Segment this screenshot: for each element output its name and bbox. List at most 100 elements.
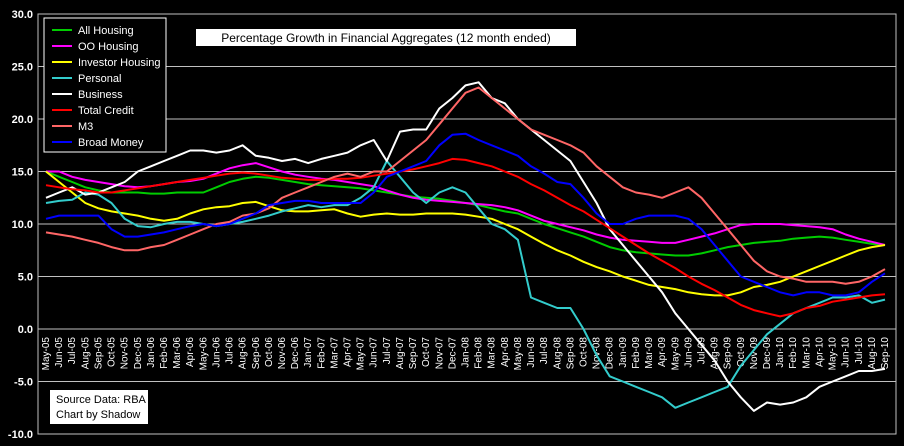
x-tick-label: Feb-06: [159, 337, 170, 369]
x-tick-label: Feb-10: [788, 337, 799, 369]
title-background: [196, 29, 576, 46]
series-line-personal: [45, 160, 886, 409]
legend-label-all-housing: All Housing: [78, 25, 134, 37]
x-tick-label: Sep-08: [565, 337, 576, 370]
legend-items: All Housing OO Housing Investor Housing Per…: [52, 25, 161, 149]
x-tick-label: Mar-08: [487, 337, 498, 369]
source-line-1: Source Data: RBA: [56, 394, 147, 406]
x-tick-label: May-09: [670, 337, 681, 371]
x-tick-label: May-10: [828, 337, 839, 371]
x-tick-label: Jun-07: [369, 337, 380, 368]
x-tick-label: Sep-09: [723, 337, 734, 370]
x-tick-label: Apr-10: [814, 337, 825, 367]
legend-label-total-credit: Total Credit: [78, 105, 134, 117]
x-tick-label: Nov-07: [434, 337, 445, 370]
x-tick-label: Jan-09: [618, 337, 629, 368]
x-tick-label: Aug-09: [710, 337, 721, 370]
x-tick-label: Oct-08: [578, 337, 589, 367]
x-tick-label: Jun-08: [526, 337, 537, 368]
series-line-broad-money: [45, 132, 886, 297]
x-tick-label: Apr-08: [500, 337, 511, 367]
x-tick-label: Nov-08: [592, 337, 603, 370]
x-tick-label: Dec-07: [447, 337, 458, 370]
x-tick-label: Nov-05: [120, 337, 131, 370]
gridlines: [38, 13, 896, 435]
x-tick-label: Oct-06: [264, 337, 275, 367]
x-tick-label: Oct-07: [421, 337, 432, 367]
series-lines: [45, 81, 886, 412]
y-tick-label: -5.0: [14, 377, 33, 389]
legend-label-investor-housing: Investor Housing: [78, 57, 161, 69]
x-tick-label: Nov-06: [277, 337, 288, 370]
x-tick-label: Aug-06: [238, 337, 249, 370]
x-tick-label: Jun-05: [54, 337, 65, 368]
x-tick-label: Jul-06: [225, 337, 236, 365]
legend-label-broad-money: Broad Money: [78, 137, 144, 149]
x-tick-label: May-06: [198, 337, 209, 371]
x-tick-label: Jun-10: [841, 337, 852, 368]
x-tick-label: Sep-10: [880, 337, 891, 370]
series-line-total-credit: [45, 157, 886, 318]
x-tick-label: Apr-09: [657, 337, 668, 367]
x-tick-label: Jan-07: [303, 337, 314, 368]
x-tick-label: Feb-07: [316, 337, 327, 369]
legend-label-personal: Personal: [78, 73, 121, 85]
source-line-2: Chart by Shadow: [56, 409, 140, 421]
x-tick-label: Jul-10: [854, 337, 865, 365]
x-tick-label: Oct-09: [736, 337, 747, 367]
x-tick-label: Jan-10: [775, 337, 786, 368]
x-tick-label: Jul-09: [696, 337, 707, 365]
x-tick-label: May-07: [356, 337, 367, 371]
y-tick-label: 25.0: [12, 62, 33, 74]
y-tick-label: 10.0: [12, 219, 33, 231]
legend: All Housing OO Housing Investor Housing Per…: [43, 17, 167, 153]
y-tick-label: 15.0: [12, 167, 33, 179]
x-tick-label: Sep-05: [93, 337, 104, 370]
x-tick-label: Feb-09: [631, 337, 642, 369]
y-tick-label: 0.0: [18, 324, 33, 336]
chart-title: Percentage Growth in Financial Aggregate…: [221, 31, 551, 45]
x-tick-label: Feb-08: [474, 337, 485, 369]
x-tick-label: Jan-08: [461, 337, 472, 368]
legend-box: [43, 17, 167, 153]
x-tick-label: Oct-05: [107, 337, 118, 367]
x-tick-label: Jul-05: [67, 337, 78, 365]
y-axis-ticks: 30.0 25.0 20.0 15.0 10.0 5.0 0.0 -5.0 -10.0: [8, 9, 33, 441]
x-tick-label: Jun-09: [683, 337, 694, 368]
y-tick-label: 30.0: [12, 9, 33, 21]
x-tick-label: Mar-09: [644, 337, 655, 369]
x-tick-label: Apr-07: [343, 337, 354, 367]
series-line-business: [45, 81, 886, 412]
x-tick-label: Jan-06: [146, 337, 157, 368]
x-tick-label: Sep-07: [408, 337, 419, 370]
x-tick-label: Jun-06: [211, 337, 222, 368]
y-tick-label: 20.0: [12, 114, 33, 126]
x-tick-label: Apr-06: [185, 337, 196, 367]
x-tick-label: May-08: [513, 337, 524, 371]
series-line-investor-housing: [45, 170, 886, 297]
source-box: Source Data: RBA Chart by Shadow: [50, 390, 148, 424]
x-tick-label: Sep-06: [251, 337, 262, 370]
y-tick-label: 5.0: [18, 272, 33, 284]
x-tick-label: Dec-08: [605, 337, 616, 370]
x-tick-label: Mar-06: [172, 337, 183, 369]
x-tick-label: Dec-06: [290, 337, 301, 370]
x-tick-label: Mar-10: [801, 337, 812, 369]
x-axis-ticks: May-05 Jun-05 Jul-05 Aug-05 Sep-05 Oct-05 Nov-…: [41, 337, 891, 371]
x-tick-label: Dec-05: [133, 337, 144, 370]
x-tick-label: Mar-07: [329, 337, 340, 369]
y-tick-label: -10.0: [8, 429, 33, 441]
x-tick-label: Aug-10: [867, 337, 878, 370]
x-tick-label: Jul-07: [382, 337, 393, 365]
x-tick-label: Jul-08: [539, 337, 550, 365]
legend-label-oo-housing: OO Housing: [78, 41, 139, 53]
chart-title-box: Percentage Growth in Financial Aggregate…: [196, 29, 576, 46]
x-tick-label: Aug-07: [395, 337, 406, 370]
source-background: [50, 390, 148, 424]
x-tick-label: Aug-08: [552, 337, 563, 370]
x-tick-label: May-05: [41, 337, 52, 371]
series-line-m3: [45, 86, 886, 285]
x-tick-label: Aug-05: [80, 337, 91, 370]
